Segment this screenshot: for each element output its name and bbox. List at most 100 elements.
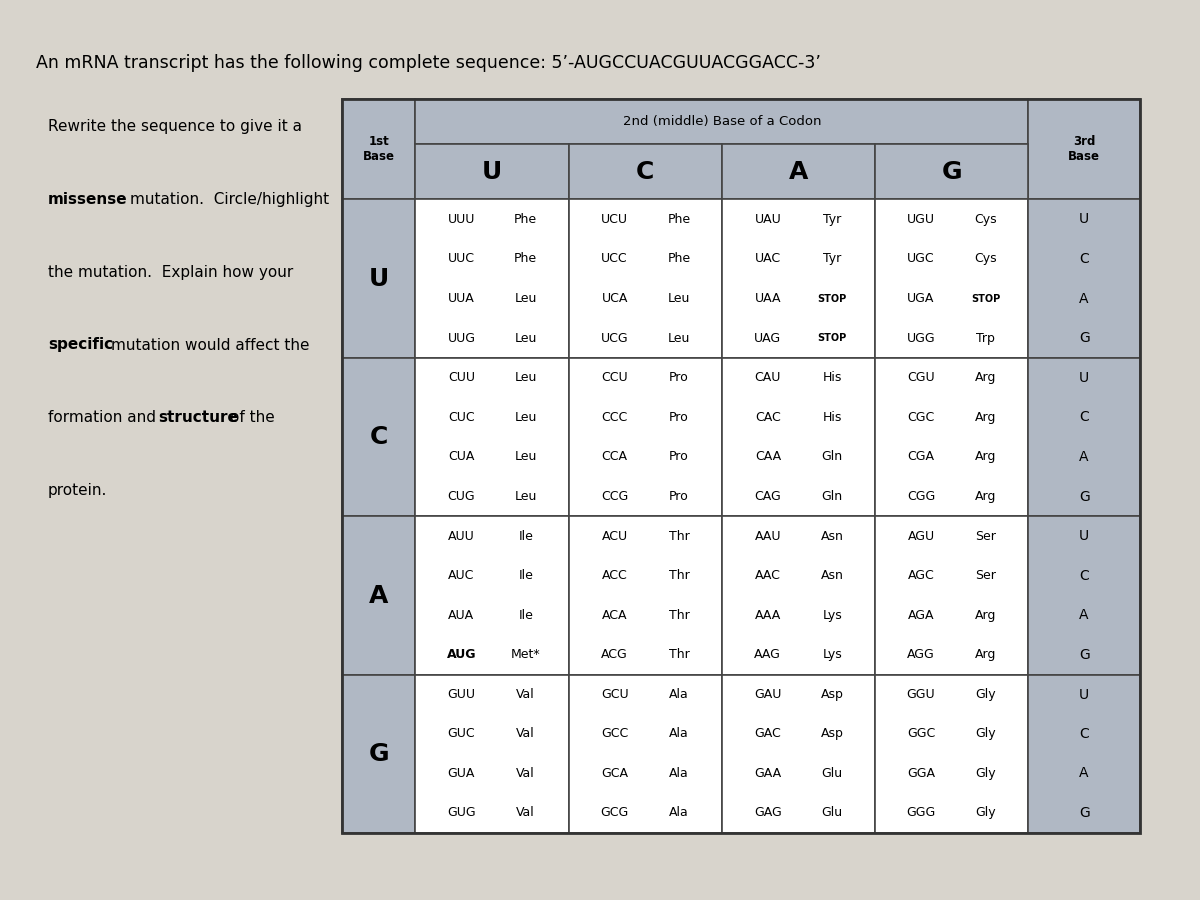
- Text: Val: Val: [516, 767, 535, 780]
- Bar: [415, 145, 569, 200]
- Text: GUC: GUC: [448, 727, 475, 741]
- Text: G: G: [1079, 648, 1090, 662]
- Text: GCG: GCG: [600, 806, 629, 819]
- Text: CCA: CCA: [601, 450, 628, 464]
- Text: AAA: AAA: [755, 609, 781, 622]
- Text: Arg: Arg: [974, 491, 996, 503]
- Text: GCU: GCU: [601, 688, 629, 701]
- Text: Glu: Glu: [822, 767, 842, 780]
- Text: U: U: [1079, 688, 1090, 701]
- Text: UUA: UUA: [448, 292, 475, 305]
- Text: UGU: UGU: [907, 212, 935, 226]
- Text: Met*: Met*: [511, 649, 540, 662]
- Text: Ile: Ile: [518, 530, 533, 543]
- Text: AGC: AGC: [907, 570, 935, 582]
- Text: Leu: Leu: [515, 292, 536, 305]
- Text: A: A: [1079, 608, 1088, 623]
- Text: specific: specific: [48, 338, 113, 353]
- Text: AUA: AUA: [449, 609, 474, 622]
- Text: AUC: AUC: [448, 570, 474, 582]
- Bar: [569, 200, 722, 358]
- Text: GCC: GCC: [601, 727, 629, 741]
- Bar: [415, 200, 569, 358]
- Text: Arg: Arg: [974, 450, 996, 464]
- Text: Ala: Ala: [670, 767, 689, 780]
- Bar: [1028, 675, 1140, 832]
- Text: Gln: Gln: [822, 491, 842, 503]
- Text: CGA: CGA: [907, 450, 935, 464]
- Bar: [415, 517, 569, 675]
- Bar: [342, 99, 415, 200]
- Text: An mRNA transcript has the following complete sequence: 5’-AUGCCUACGUUACGGACC-3’: An mRNA transcript has the following com…: [36, 54, 821, 72]
- Bar: [342, 200, 415, 358]
- Bar: [1028, 358, 1140, 517]
- Text: Leu: Leu: [667, 292, 690, 305]
- Text: Ser: Ser: [974, 570, 996, 582]
- Text: the mutation.  Explain how your: the mutation. Explain how your: [48, 265, 293, 280]
- Text: GUU: GUU: [448, 688, 475, 701]
- Text: Thr: Thr: [668, 649, 689, 662]
- Text: Phe: Phe: [667, 252, 690, 266]
- Text: UUC: UUC: [448, 252, 475, 266]
- Text: A: A: [788, 160, 808, 184]
- Bar: [342, 517, 415, 675]
- Text: mutation would affect the: mutation would affect the: [110, 338, 310, 353]
- Text: Pro: Pro: [670, 371, 689, 384]
- Text: GAC: GAC: [755, 727, 781, 741]
- Text: Leu: Leu: [515, 491, 536, 503]
- Bar: [1028, 200, 1140, 358]
- Text: AAC: AAC: [755, 570, 781, 582]
- Text: Thr: Thr: [668, 570, 689, 582]
- Text: GAU: GAU: [754, 688, 781, 701]
- Text: AGA: AGA: [907, 609, 935, 622]
- Bar: [875, 145, 1028, 200]
- Text: U: U: [1079, 529, 1090, 544]
- Text: 1st
Base: 1st Base: [362, 135, 395, 163]
- Text: A: A: [1079, 292, 1088, 305]
- Bar: [342, 358, 415, 517]
- Text: CUG: CUG: [448, 491, 475, 503]
- Text: UAC: UAC: [755, 252, 781, 266]
- Text: GUG: GUG: [448, 806, 475, 819]
- Text: Ala: Ala: [670, 727, 689, 741]
- Text: UUG: UUG: [448, 331, 475, 345]
- Text: Arg: Arg: [974, 649, 996, 662]
- Text: GAG: GAG: [754, 806, 781, 819]
- Text: UUU: UUU: [448, 212, 475, 226]
- Text: UCG: UCG: [601, 331, 629, 345]
- Text: AUG: AUG: [446, 649, 476, 662]
- Text: C: C: [370, 425, 388, 449]
- Text: Gly: Gly: [976, 688, 996, 701]
- Text: UGA: UGA: [907, 292, 935, 305]
- Bar: [569, 145, 722, 200]
- Text: CAG: CAG: [755, 491, 781, 503]
- Text: AGU: AGU: [907, 530, 935, 543]
- Text: CCG: CCG: [601, 491, 629, 503]
- Text: GCA: GCA: [601, 767, 628, 780]
- Text: GGU: GGU: [907, 688, 935, 701]
- Text: Lys: Lys: [822, 609, 842, 622]
- Text: AAU: AAU: [755, 530, 781, 543]
- Text: UAG: UAG: [755, 331, 781, 345]
- Text: Phe: Phe: [667, 212, 690, 226]
- Text: Leu: Leu: [667, 331, 690, 345]
- Text: STOP: STOP: [817, 333, 847, 343]
- Text: UCC: UCC: [601, 252, 628, 266]
- Text: ACG: ACG: [601, 649, 628, 662]
- Text: UCU: UCU: [601, 212, 628, 226]
- Bar: [1028, 99, 1140, 200]
- Text: STOP: STOP: [817, 293, 847, 303]
- Text: Val: Val: [516, 806, 535, 819]
- Text: Arg: Arg: [974, 410, 996, 424]
- Text: Pro: Pro: [670, 410, 689, 424]
- Text: ACA: ACA: [602, 609, 628, 622]
- Bar: [722, 517, 875, 675]
- Text: A: A: [1079, 767, 1088, 780]
- Text: 3rd
Base: 3rd Base: [1068, 135, 1100, 163]
- Text: protein.: protein.: [48, 483, 107, 499]
- Text: Glu: Glu: [822, 806, 842, 819]
- Text: Arg: Arg: [974, 371, 996, 384]
- Text: AGG: AGG: [907, 649, 935, 662]
- Text: ACU: ACU: [601, 530, 628, 543]
- Text: His: His: [822, 410, 842, 424]
